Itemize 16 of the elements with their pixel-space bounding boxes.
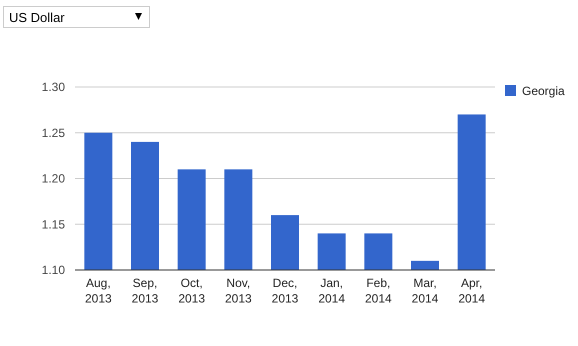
y-tick-label: 1.10 [42,263,66,278]
x-tick-label: Dec, 2013 [272,276,299,306]
y-tick-label: 1.15 [42,217,66,232]
x-tick-label: Oct, 2013 [178,276,206,306]
y-tick-label: 1.25 [42,126,66,140]
x-tick-label: Aug, 2013 [84,276,112,306]
x-tick-label: Jan, 2014 [318,276,346,306]
x-tick-label: Nov, 2013 [224,276,252,306]
x-tick-label: Mar, 2014 [412,276,439,306]
x-tick-label: Apr, 2014 [458,276,486,306]
x-tick-label: Sep, 2013 [132,276,159,306]
text: US Dollar [9,10,66,25]
legend-label: Georgia [522,84,566,98]
y-tick-label: 1.30 [42,80,66,94]
x-tick-label: Feb, 2014 [364,276,392,306]
y-tick-label: 1.20 [42,172,66,186]
